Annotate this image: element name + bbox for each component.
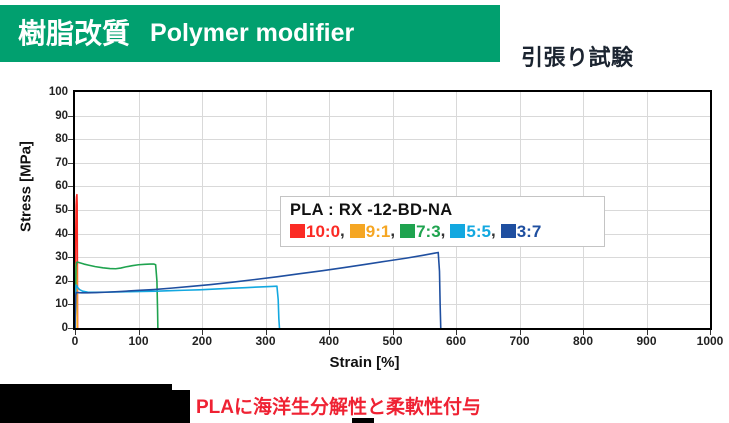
x-tick-mark bbox=[519, 330, 521, 335]
header-title-en: Polymer modifier bbox=[150, 19, 355, 47]
legend-item-10-0: 10:0 bbox=[290, 223, 340, 240]
y-tick-label: 100 bbox=[48, 86, 68, 98]
y-axis-tick-labels: 0 10 20 30 40 50 60 70 80 90 100 bbox=[34, 86, 73, 334]
gridline-vertical bbox=[202, 92, 203, 328]
legend-label: 5:5 bbox=[466, 221, 491, 241]
header-subtitle: 引張り試験 bbox=[521, 45, 634, 70]
x-axis-tick-labels: 0 100 200 300 400 500 600 700 800 900 1000 bbox=[72, 330, 723, 354]
y-tick-label: 40 bbox=[55, 227, 68, 240]
gridline-vertical bbox=[265, 92, 267, 328]
y-tick-mark bbox=[68, 257, 73, 259]
legend-item-9-1: 9:1 bbox=[349, 221, 391, 241]
x-tick-label: 300 bbox=[255, 334, 276, 348]
footer-marker bbox=[352, 418, 374, 423]
legend-swatch-icon bbox=[500, 224, 516, 239]
chart-container: Stress [MPa] 0 10 20 30 40 50 60 70 80 90 100 0 100… bbox=[0, 78, 729, 378]
legend-separator: , bbox=[340, 221, 345, 241]
footer-caption: PLAに海洋生分解性と柔軟性付与 bbox=[196, 397, 482, 418]
y-tick-label: 10 bbox=[55, 298, 68, 311]
footer-bar bbox=[0, 390, 190, 423]
x-tick-label: 200 bbox=[191, 334, 213, 348]
legend-swatch-icon bbox=[400, 224, 416, 239]
x-tick-label: 900 bbox=[636, 334, 657, 348]
legend-item-7-3: 7:3 bbox=[400, 223, 441, 240]
y-tick-mark bbox=[68, 304, 73, 306]
legend-item-5-5: 5:5 bbox=[450, 223, 491, 240]
header-band: 樹脂改質 Polymer modifier bbox=[0, 5, 500, 62]
y-tick-label: 0 bbox=[61, 322, 68, 334]
x-tick-mark bbox=[202, 330, 203, 335]
legend-swatch-icon bbox=[450, 224, 466, 239]
x-tick-mark bbox=[329, 330, 330, 335]
x-tick-label: 1000 bbox=[696, 334, 724, 348]
legend-label: 3:7 bbox=[516, 221, 542, 241]
y-tick-mark bbox=[68, 186, 73, 188]
x-tick-label: 800 bbox=[572, 334, 594, 348]
y-tick-label: 60 bbox=[55, 180, 68, 193]
y-axis-title: Stress [MPa] bbox=[17, 141, 35, 232]
x-tick-label: 400 bbox=[318, 334, 340, 348]
series-line-7-3 bbox=[75, 261, 159, 328]
x-tick-mark bbox=[646, 330, 648, 335]
y-tick-label: 70 bbox=[55, 156, 68, 169]
legend-title: PLA : RX -12-BD-NA bbox=[290, 201, 453, 219]
y-tick-mark bbox=[68, 328, 73, 329]
legend-item-3-7: 3:7 bbox=[500, 221, 542, 241]
chart-legend: PLA : RX -12-BD-NA 10:0, 9:1, 7:3, 5:5, 3:7 bbox=[280, 196, 605, 248]
header-title-jp: 樹脂改質 bbox=[18, 17, 131, 49]
x-tick-label: 0 bbox=[71, 334, 79, 348]
y-tick-mark bbox=[68, 210, 73, 211]
y-tick-mark bbox=[68, 115, 73, 117]
x-tick-mark bbox=[583, 330, 584, 335]
legend-label: 7:3 bbox=[416, 221, 441, 241]
x-tick-label: 700 bbox=[509, 334, 530, 348]
gridline-vertical bbox=[646, 92, 648, 328]
legend-label: 10:0 bbox=[306, 221, 341, 241]
legend-swatch-icon bbox=[349, 224, 365, 239]
footer-bar-top bbox=[0, 384, 172, 390]
y-tick-label: 30 bbox=[55, 251, 68, 264]
x-tick-label: 600 bbox=[445, 334, 467, 348]
series-line-5-5 bbox=[75, 284, 281, 328]
y-tick-label: 90 bbox=[55, 109, 68, 122]
x-axis-title: Strain [%] bbox=[329, 354, 400, 371]
series-line-3-7 bbox=[75, 251, 442, 328]
x-tick-mark bbox=[456, 330, 457, 335]
x-tick-mark bbox=[392, 330, 394, 335]
y-tick-mark bbox=[68, 162, 73, 164]
x-tick-mark bbox=[75, 330, 76, 335]
x-tick-mark bbox=[138, 330, 140, 335]
legend-separator: , bbox=[490, 221, 496, 241]
y-tick-label: 20 bbox=[55, 274, 68, 287]
legend-label: 9:1 bbox=[365, 221, 391, 241]
x-tick-mark bbox=[265, 330, 267, 335]
y-tick-mark bbox=[68, 139, 73, 141]
y-tick-mark bbox=[68, 233, 73, 235]
y-tick-label: 80 bbox=[55, 133, 68, 146]
chart-svg bbox=[75, 193, 442, 328]
x-tick-label: 500 bbox=[382, 334, 403, 348]
legend-entries: 10:0, 9:1, 7:3, 5:5, 3:7 bbox=[290, 221, 596, 241]
y-tick-mark bbox=[68, 280, 73, 282]
gridline-vertical bbox=[138, 92, 140, 328]
x-tick-label: 100 bbox=[128, 334, 149, 348]
y-tick-label: 50 bbox=[55, 204, 68, 216]
legend-swatch-icon bbox=[290, 224, 305, 239]
legend-separator: , bbox=[390, 221, 396, 241]
x-tick-mark bbox=[710, 330, 711, 335]
legend-separator: , bbox=[440, 221, 446, 241]
